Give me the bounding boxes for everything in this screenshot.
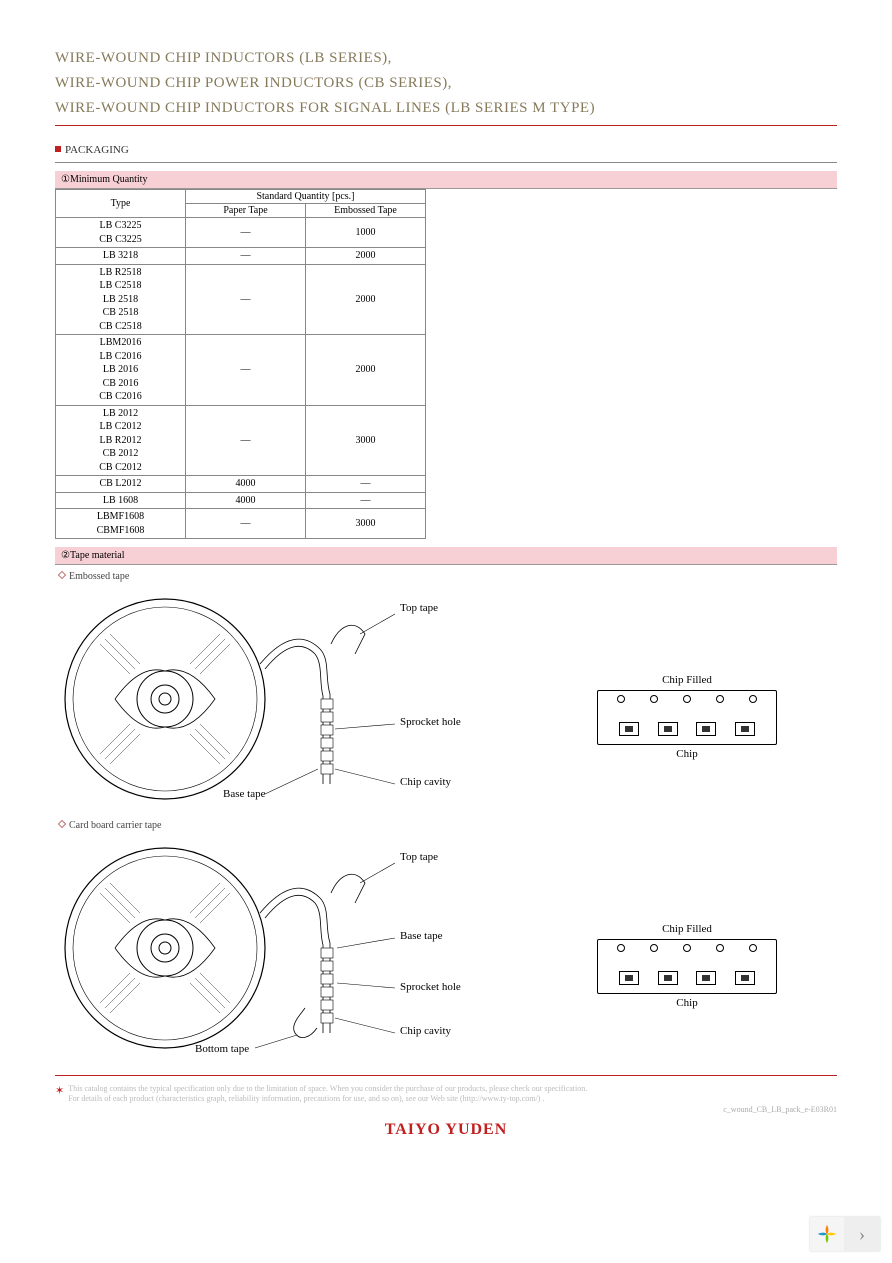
tape-material-bar: ②Tape material bbox=[55, 547, 837, 565]
label-chip-cavity-1: Chip cavity bbox=[400, 776, 451, 788]
cell-type: LB 2012LB C2012LB R2012CB 2012CB C2012 bbox=[56, 405, 186, 476]
embossed-tape-text: Embossed tape bbox=[69, 571, 129, 582]
label-sprocket-2: Sprocket hole bbox=[400, 981, 461, 993]
table-row: LB 2012LB C2012LB R2012CB 2012CB C2012―3… bbox=[56, 405, 426, 476]
th-std: Standard Quantity [pcs.] bbox=[186, 190, 426, 204]
label-top-tape-2: Top tape bbox=[400, 851, 438, 863]
footnote-star-icon: ✶ bbox=[55, 1084, 64, 1097]
cell-paper: 4000 bbox=[186, 492, 306, 509]
nav-widget[interactable]: › bbox=[810, 1217, 880, 1251]
diamond-icon bbox=[58, 820, 66, 828]
bullet-icon bbox=[55, 146, 61, 152]
cell-emboss: ― bbox=[306, 476, 426, 493]
cell-emboss: 1000 bbox=[306, 218, 426, 248]
label-top-tape-1: Top tape bbox=[400, 602, 438, 614]
label-bottom-tape-2: Bottom tape bbox=[195, 1043, 249, 1055]
cell-emboss: 2000 bbox=[306, 335, 426, 406]
cell-paper: ― bbox=[186, 405, 306, 476]
footnote: ✶ This catalog contains the typical spec… bbox=[55, 1084, 837, 1105]
nav-logo-icon[interactable] bbox=[810, 1217, 844, 1251]
chip-filled-label-1: Chip Filled bbox=[597, 674, 777, 686]
cell-type: LB 1608 bbox=[56, 492, 186, 509]
th-type: Type bbox=[56, 190, 186, 218]
cell-paper: ― bbox=[186, 335, 306, 406]
cell-type: LBMF1608CBMF1608 bbox=[56, 509, 186, 539]
title-block: WIRE-WOUND CHIP INDUCTORS (LB SERIES), W… bbox=[55, 50, 837, 126]
cell-type: LB 3218 bbox=[56, 248, 186, 265]
table-row: LB R2518LB C2518LB 2518CB 2518CB C2518―2… bbox=[56, 264, 426, 335]
cell-type: LBM2016LB C2016LB 2016CB 2016CB C2016 bbox=[56, 335, 186, 406]
footnote-line2: For details of each product (characteris… bbox=[68, 1094, 587, 1104]
table-row: CB L20124000― bbox=[56, 476, 426, 493]
embossed-diagram-row: Top tape Sprocket hole Base tape Chip ca… bbox=[55, 584, 837, 814]
th-paper: Paper Tape bbox=[186, 204, 306, 218]
table-row: LBMF1608CBMF1608―3000 bbox=[56, 509, 426, 539]
footnote-text: This catalog contains the typical specif… bbox=[68, 1084, 587, 1105]
brand-logo-text: TAIYO YUDEN bbox=[55, 1121, 837, 1139]
cell-type: LB R2518LB C2518LB 2518CB 2518CB C2518 bbox=[56, 264, 186, 335]
cell-emboss: 2000 bbox=[306, 264, 426, 335]
cell-paper: ― bbox=[186, 264, 306, 335]
diamond-icon bbox=[58, 571, 66, 579]
embossed-tape-sublabel: Embossed tape bbox=[59, 571, 837, 582]
table-row: LB C3225CB C3225―1000 bbox=[56, 218, 426, 248]
title-line-1: WIRE-WOUND CHIP INDUCTORS (LB SERIES), bbox=[55, 50, 837, 67]
cell-emboss: ― bbox=[306, 492, 426, 509]
cell-emboss: 3000 bbox=[306, 405, 426, 476]
cell-type: CB L2012 bbox=[56, 476, 186, 493]
table-row: LB 3218―2000 bbox=[56, 248, 426, 265]
packaging-text: PACKAGING bbox=[65, 144, 129, 156]
packaging-section-label: PACKAGING bbox=[55, 144, 837, 156]
cardboard-diagram-row: Top tape Base tape Sprocket hole Chip ca… bbox=[55, 833, 837, 1063]
chip-strip-2 bbox=[597, 939, 777, 994]
table-row: LBM2016LB C2016LB 2016CB 2016CB C2016―20… bbox=[56, 335, 426, 406]
chip-caption-1: Chip bbox=[597, 748, 777, 760]
chip-strip-1 bbox=[597, 690, 777, 745]
nav-next-icon[interactable]: › bbox=[844, 1224, 880, 1245]
chip-caption-2: Chip bbox=[597, 997, 777, 1009]
quantity-table: Type Standard Quantity [pcs.] Paper Tape… bbox=[55, 189, 426, 539]
cell-emboss: 2000 bbox=[306, 248, 426, 265]
cell-paper: ― bbox=[186, 509, 306, 539]
cardboard-tape-text: Card board carrier tape bbox=[69, 820, 161, 831]
th-emboss: Embossed Tape bbox=[306, 204, 426, 218]
footer-divider bbox=[55, 1075, 837, 1076]
cell-paper: ― bbox=[186, 248, 306, 265]
title-underline bbox=[55, 125, 837, 126]
diagrams-area: Embossed tape bbox=[55, 571, 837, 1063]
cell-type: LB C3225CB C3225 bbox=[56, 218, 186, 248]
label-sprocket-1: Sprocket hole bbox=[400, 716, 461, 728]
chip-filled-block-2: Chip Filled Chip bbox=[597, 923, 777, 1009]
cardboard-tape-sublabel: Card board carrier tape bbox=[59, 820, 837, 831]
chip-filled-block-1: Chip Filled Chip bbox=[597, 674, 777, 760]
min-quantity-bar: ①Minimum Quantity bbox=[55, 171, 837, 189]
label-base-tape-2: Base tape bbox=[400, 930, 442, 942]
title-line-3: WIRE-WOUND CHIP INDUCTORS FOR SIGNAL LIN… bbox=[55, 100, 837, 117]
footnote-line1: This catalog contains the typical specif… bbox=[68, 1084, 587, 1094]
label-chip-cavity-2: Chip cavity bbox=[400, 1025, 451, 1037]
cell-paper: 4000 bbox=[186, 476, 306, 493]
cell-paper: ― bbox=[186, 218, 306, 248]
chip-filled-label-2: Chip Filled bbox=[597, 923, 777, 935]
label-base-tape-1: Base tape bbox=[223, 788, 265, 800]
title-line-2: WIRE-WOUND CHIP POWER INDUCTORS (CB SERI… bbox=[55, 75, 837, 92]
table-row: LB 16084000― bbox=[56, 492, 426, 509]
divider bbox=[55, 162, 837, 163]
document-id: c_wound_CB_LB_pack_e-E03R01 bbox=[723, 1105, 837, 1114]
cell-emboss: 3000 bbox=[306, 509, 426, 539]
